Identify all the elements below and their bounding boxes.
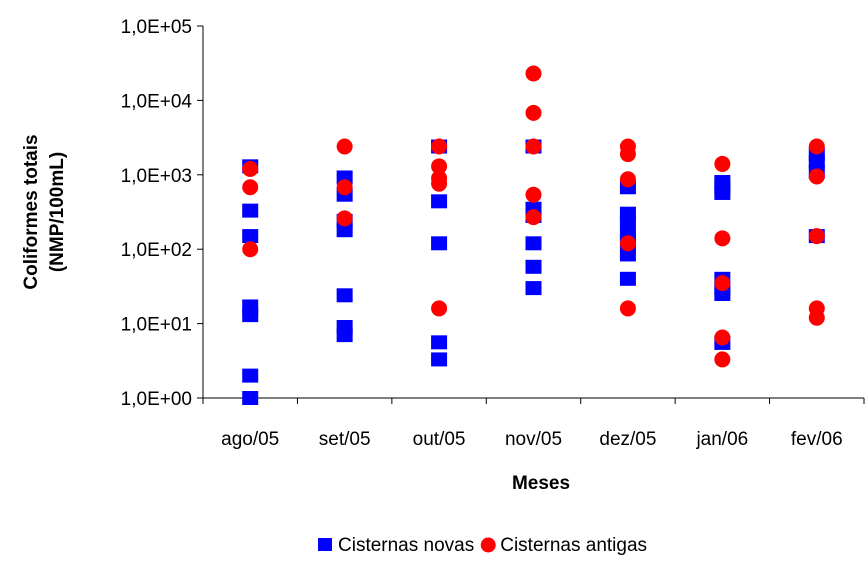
data-point-square [714,286,731,301]
data-point-circle [242,160,259,177]
y-axis-title: Coliformes totais (NMP/100mL) [21,134,68,289]
data-point-square [242,391,259,405]
y-axis-title-line-1: Coliformes totais [21,134,42,289]
axes [202,26,864,399]
x-axis-title: Meses [512,473,570,494]
x-tick-label: nov/05 [505,429,562,450]
data-point-circle [714,275,731,292]
data-point-circle [808,138,825,155]
data-point-circle [714,329,731,346]
legend-label-cisternas-novas: Cisternas novas [338,535,474,556]
data-point-circle [431,158,448,175]
data-point-circle [336,179,353,196]
data-points [242,65,825,405]
data-point-square [336,288,353,303]
data-point-square [619,271,636,286]
x-tick-label: set/05 [319,429,371,450]
data-point-square [525,259,542,274]
data-point-square [714,185,731,200]
data-point-circle [525,186,542,203]
data-point-square [336,223,353,238]
data-point-square [525,236,542,251]
legend-marker-circle [480,537,496,553]
data-point-square [525,281,542,296]
data-point-square [431,335,448,350]
data-point-square [619,247,636,262]
data-point-square [431,352,448,367]
x-ticks: ago/05 set/05 out/05 nov/05 dez/05 jan/06 fev/… [202,398,865,450]
y-ticks: 1,0E+00 1,0E+01 1,0E+02 1,0E+03 1,0E+04 1,0E+… [121,17,203,410]
data-point-circle [808,168,825,185]
data-point-circle [714,155,731,172]
data-point-circle [431,138,448,155]
data-point-square [431,236,448,251]
data-point-circle [336,138,353,155]
data-point-circle [525,65,542,82]
y-tick-label: 1,0E+05 [121,17,192,38]
y-tick-label: 1,0E+02 [121,240,192,261]
data-point-circle [336,210,353,227]
data-point-square [242,229,259,244]
y-tick-label: 1,0E+03 [121,166,192,187]
data-point-circle [714,351,731,368]
x-tick-label: ago/05 [221,429,279,450]
data-point-square [619,215,636,230]
data-point-circle [431,300,448,317]
data-point-square [242,308,259,323]
data-point-circle [525,209,542,226]
data-point-square [431,194,448,209]
y-tick-label: 1,0E+01 [121,315,192,336]
data-point-square [242,203,259,218]
data-point-circle [619,146,636,163]
y-axis-title-line-2: (NMP/100mL) [47,152,68,272]
data-point-circle [525,104,542,121]
x-tick-label: fev/06 [791,429,843,450]
data-point-square [336,328,353,343]
data-point-circle [808,309,825,326]
x-tick-label: out/05 [413,429,466,450]
y-tick-label: 1,0E+00 [121,389,192,410]
data-point-circle [619,171,636,188]
data-point-circle [525,138,542,155]
y-tick-label: 1,0E+04 [121,91,193,112]
x-tick-label: dez/05 [599,429,656,450]
data-point-square [242,368,259,383]
data-point-circle [619,300,636,317]
data-point-circle [714,230,731,247]
legend-marker-square [318,538,332,551]
series-cisternas-novas [242,139,825,405]
legend: Cisternas novas Cisternas antigas [318,535,647,556]
data-point-circle [431,175,448,192]
legend-label-cisternas-antigas: Cisternas antigas [500,535,647,556]
series-cisternas-antigas [242,65,825,368]
data-point-circle [242,241,259,258]
data-point-circle [242,179,259,196]
data-point-circle [619,235,636,252]
x-tick-label: jan/06 [695,429,748,450]
data-point-circle [808,228,825,245]
